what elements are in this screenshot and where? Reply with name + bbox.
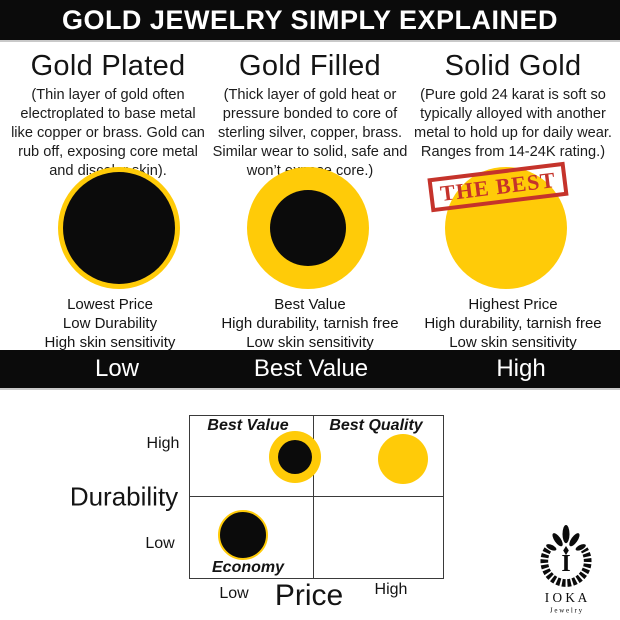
quadrant-label-best-quality: Best Quality <box>329 417 423 434</box>
crest-leaf-center <box>562 525 570 544</box>
crest-leaf-left <box>552 533 563 547</box>
gold-filled-attributes: Best Value High durability, tarnish free… <box>205 295 415 352</box>
page-title: GOLD JEWELRY SIMPLY EXPLAINED <box>61 4 559 35</box>
chart-point-best-value-core <box>278 440 312 474</box>
chart-point-best-value <box>269 431 321 483</box>
attribute-line: Highest Price <box>468 296 558 313</box>
column-description-gold-plated: (Thin layer of gold often electroplated … <box>11 87 205 179</box>
x-tick-low: Low <box>219 585 249 602</box>
value-bar-best-value-label: Best Value <box>253 355 369 382</box>
value-bar-high-label: High <box>496 355 546 382</box>
quadrant-label-best-value: Best Value <box>207 417 289 434</box>
column-description-gold-filled: (Thick layer of gold heat or pressure bo… <box>212 87 408 179</box>
attribute-line: Low skin sensitivity <box>246 334 374 352</box>
x-tick-high: High <box>374 581 408 598</box>
crest-leaf-lower-right <box>575 544 586 551</box>
y-axis-label-durability: Durability <box>69 481 179 512</box>
solid-gold-attributes: Highest Price High durability, tarnish f… <box>406 295 620 352</box>
attribute-line: High durability, tarnish free <box>221 315 399 333</box>
column-description-solid-gold: (Pure gold 24 karat is soft so typically… <box>414 87 612 160</box>
column-heading-solid-gold: Solid Gold <box>444 50 582 82</box>
solid-gold-circle-illustration: I I O K A J e w e l r y <box>445 167 567 289</box>
column-solid-gold: Solid Gold (Pure gold 24 karat is soft s… <box>412 50 614 162</box>
quadrant-label-economy: Economy <box>211 559 285 576</box>
plated-core-circle <box>63 172 175 284</box>
crest-wreath-ring <box>540 547 592 587</box>
price-durability-quadrant-grid <box>189 415 444 579</box>
attribute-line: High skin sensitivity <box>44 334 176 352</box>
attribute-line: Lowest Price <box>67 296 153 313</box>
x-axis-label-price: Price <box>274 579 344 612</box>
crest-leaf-lower-left <box>546 544 557 551</box>
column-heading-gold-filled: Gold Filled <box>239 50 381 82</box>
attribute-line: High durability, tarnish free <box>424 315 602 333</box>
filled-core-circle <box>270 190 346 266</box>
title-bar: GOLD JEWELRY SIMPLY EXPLAINED <box>0 0 620 42</box>
gold-plated-attributes: Lowest Price Low Durability High skin se… <box>5 295 215 352</box>
ioka-brand-logo: I I O K A J e w e l r y <box>540 525 592 615</box>
gold-filled-circle-illustration <box>247 167 369 289</box>
column-gold-filled: Gold Filled (Thick layer of gold heat or… <box>210 50 410 181</box>
column-gold-plated: Gold Plated (Thin layer of gold often el… <box>8 50 208 181</box>
attribute-line: Low Durability <box>62 315 158 333</box>
brand-name-text: I O K A <box>545 590 588 605</box>
crest-monogram: I <box>561 551 570 577</box>
y-tick-high: High <box>146 435 180 452</box>
crest-leaf-right <box>569 533 580 547</box>
gold-plated-circle-illustration <box>58 167 180 289</box>
chart-point-economy <box>218 510 268 560</box>
column-heading-gold-plated: Gold Plated <box>30 50 186 82</box>
attribute-line: Low skin sensitivity <box>449 334 577 352</box>
y-tick-low: Low <box>145 535 175 552</box>
brand-sub-text: J e w e l r y <box>550 607 583 615</box>
grid-horizontal-divider <box>190 496 443 497</box>
grid-vertical-divider <box>313 416 314 578</box>
chart-point-best-quality <box>378 434 428 484</box>
value-bar-low-label: Low <box>94 355 140 382</box>
value-scale-bar: Low Best Value High <box>0 350 620 390</box>
attribute-line: Best Value <box>274 296 346 313</box>
